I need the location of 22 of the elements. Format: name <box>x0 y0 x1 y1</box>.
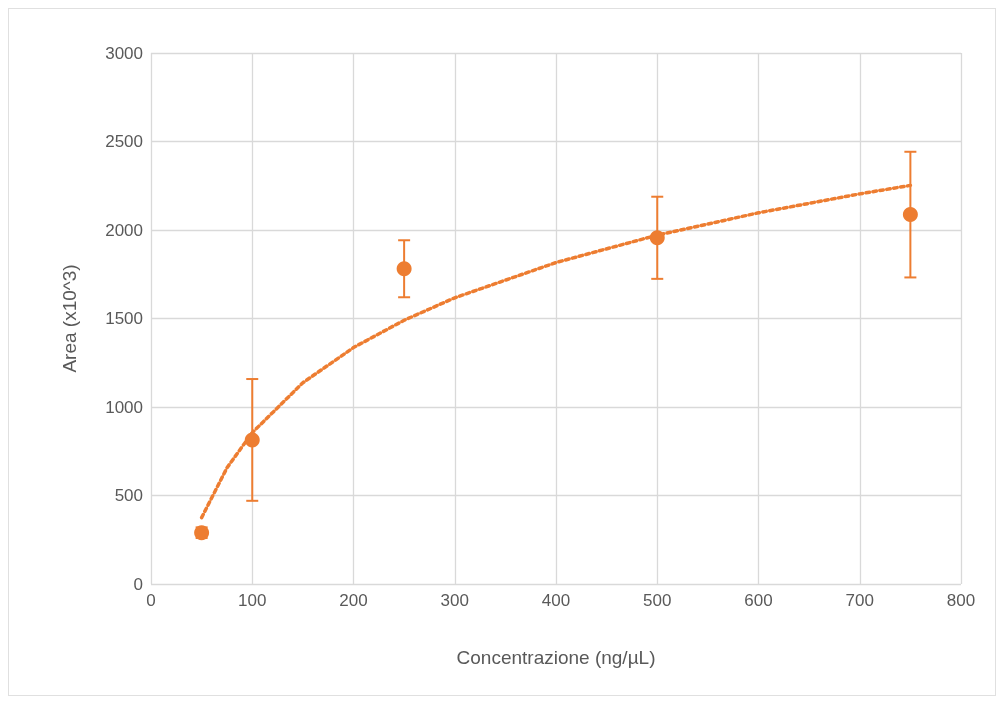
y-tick-label: 1500 <box>105 309 143 328</box>
y-tick-label: 1000 <box>105 397 143 417</box>
x-tick-label: 300 <box>440 591 469 610</box>
y-tick-label: 500 <box>114 486 143 505</box>
x-tick-label: 0 <box>146 591 156 610</box>
x-tick-label: 200 <box>339 591 368 610</box>
point <box>244 432 260 448</box>
point <box>396 261 412 277</box>
x-tick-label: 400 <box>541 591 571 610</box>
point <box>649 230 665 246</box>
y-tick-label: 3000 <box>105 43 143 63</box>
y-tick-label: 2500 <box>105 132 143 151</box>
point <box>902 207 918 223</box>
y-tick-label: 2000 <box>105 220 143 240</box>
y-axis-title: Area (x10^3) <box>59 264 80 373</box>
x-tick-label: 500 <box>643 591 672 610</box>
x-tick-label: 700 <box>845 591 874 610</box>
y-tick-label: 0 <box>133 574 143 594</box>
x-axis-title: Concentrazione (ng/µL) <box>456 647 656 668</box>
x-tick-label: 100 <box>238 591 267 610</box>
x-tick-label: 800 <box>946 591 976 610</box>
x-tick-label: 600 <box>744 591 773 610</box>
